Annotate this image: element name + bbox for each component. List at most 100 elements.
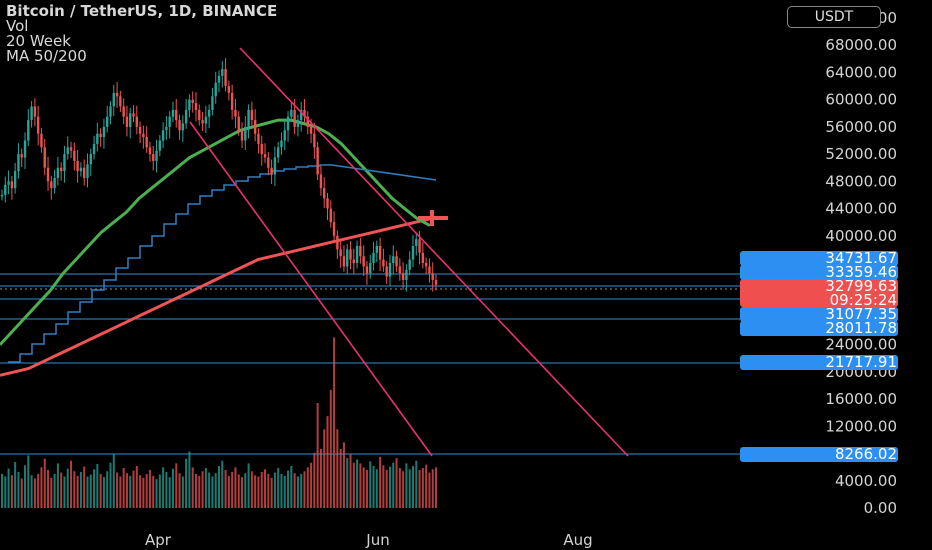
candle-body <box>36 116 40 134</box>
candle-body <box>13 171 17 189</box>
candle-body <box>372 252 375 263</box>
volume-bar <box>313 452 316 508</box>
cross-marker <box>418 210 448 226</box>
candle-body <box>158 140 162 151</box>
volume-bar <box>250 471 253 508</box>
candle-body <box>53 177 56 189</box>
price-tags: 34731.6733359.4632799.6309:25:2431077.35… <box>740 249 898 463</box>
candle-body <box>46 167 50 182</box>
candle-body <box>290 109 293 117</box>
volume-bar <box>198 475 201 508</box>
volume-bar <box>204 467 207 508</box>
volume-bar <box>109 462 112 508</box>
candle-body <box>323 188 326 199</box>
candle-body <box>79 167 83 172</box>
candles <box>0 58 438 292</box>
candle-body <box>250 109 254 121</box>
candle-body <box>168 116 171 127</box>
horizontal-levels <box>0 273 740 455</box>
candle-body <box>395 256 398 267</box>
price-tag-label: 8266.02 <box>835 445 897 463</box>
candle-body <box>388 263 392 277</box>
indicator-ma[interactable]: MA 50/200 <box>6 47 87 65</box>
volume-bar <box>171 468 174 508</box>
candle-body <box>152 154 155 161</box>
volume-bar <box>346 458 349 508</box>
volume-bar <box>129 475 132 508</box>
volume-bar <box>208 472 211 508</box>
candle-body <box>336 235 339 250</box>
volume-bar <box>270 477 273 508</box>
candle-body <box>263 154 267 158</box>
volume-bar <box>287 470 290 508</box>
volume-bar <box>201 471 204 508</box>
y-tick-label: 68000.00 <box>825 36 897 54</box>
candle-body <box>125 116 129 127</box>
volume-bar <box>372 466 375 508</box>
price-tag-label: 34731.67 <box>825 249 897 267</box>
candle-body <box>240 130 244 141</box>
volume-bar <box>241 477 244 508</box>
candle-body <box>299 109 303 121</box>
volume-bar <box>76 475 79 508</box>
candle-body <box>303 109 306 117</box>
candle-body <box>378 245 382 260</box>
candle-body <box>181 123 185 131</box>
volume-bar <box>421 467 424 508</box>
y-tick-label: 16000.00 <box>825 390 897 408</box>
volume-bar <box>244 473 247 508</box>
candle-body <box>385 266 388 277</box>
price-tag-label: 33359.46 <box>825 263 897 281</box>
volume-bar <box>20 478 23 508</box>
volume-bar <box>362 467 365 508</box>
indicator-20-week[interactable]: 20 Week <box>6 32 71 50</box>
volume-bar <box>214 473 217 508</box>
volume-bar <box>382 465 385 508</box>
price-tag <box>740 355 898 370</box>
candle-body <box>204 116 208 124</box>
moving-averages <box>0 118 437 377</box>
candle-body <box>0 194 4 197</box>
candle-body <box>23 140 27 158</box>
candle-body <box>207 109 211 117</box>
volume-bar <box>356 459 359 508</box>
candle-body <box>86 164 89 178</box>
volume-bar <box>63 476 66 508</box>
symbol-title[interactable]: Bitcoin / TetherUS, 1D, BINANCE <box>6 2 278 20</box>
volume-bar <box>349 454 352 508</box>
volume-bar <box>152 475 155 508</box>
candle-body <box>257 133 260 144</box>
candle-body <box>247 109 250 127</box>
volume-bar <box>112 454 115 508</box>
volume-bar <box>388 466 391 508</box>
volume-bar <box>73 471 76 508</box>
candle-body <box>369 263 372 274</box>
price-tag-label: 21717.91 <box>825 353 897 371</box>
candle-body <box>59 167 63 172</box>
volume-bar <box>392 462 395 508</box>
candle-body <box>296 120 300 127</box>
volume-bar <box>273 472 276 508</box>
y-tick-label: 64000.00 <box>825 63 897 81</box>
volume-bar <box>319 448 322 508</box>
candle-body <box>201 120 204 124</box>
currency-button[interactable]: USDT <box>787 6 881 28</box>
candle-body <box>434 280 438 285</box>
indicator-vol[interactable]: Vol <box>6 17 29 35</box>
candle-body <box>89 154 92 165</box>
volume-bar <box>234 467 237 508</box>
candle-body <box>188 99 191 110</box>
ma200-line <box>0 217 431 377</box>
volume-bar <box>40 467 43 508</box>
candle-body <box>227 86 231 93</box>
candle-body <box>214 82 217 97</box>
candle-body <box>349 249 352 260</box>
price-tag <box>740 251 898 266</box>
candle-body <box>398 266 402 274</box>
candle-body <box>135 116 139 127</box>
volume-bar <box>142 477 145 508</box>
volume-bar <box>310 462 313 508</box>
volume-bar <box>425 464 428 508</box>
volume-bar <box>264 469 267 508</box>
